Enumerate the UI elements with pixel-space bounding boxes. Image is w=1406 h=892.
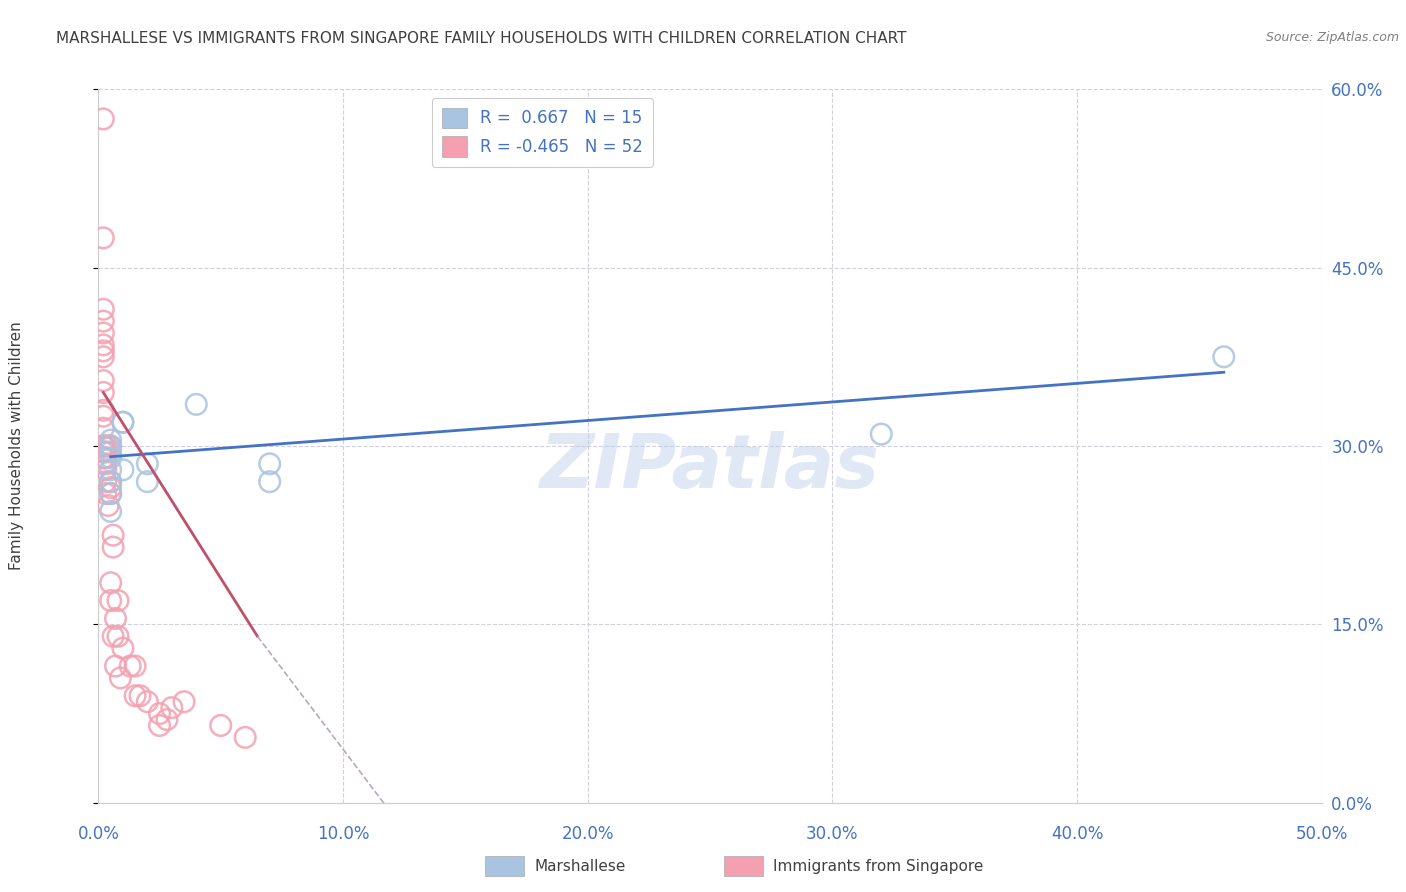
Point (91, 343, 114, 358)
Point (100, 475, 122, 489)
Point (100, 481, 122, 495)
Point (160, 700, 183, 714)
Point (100, 575, 122, 590)
Point (110, 671, 132, 685)
Point (101, 528, 124, 542)
Point (100, 504, 122, 518)
Point (136, 457, 159, 471)
Point (233, 731, 256, 745)
Point (136, 475, 159, 489)
Point (100, 450, 122, 465)
Point (101, 540, 124, 554)
Point (100, 463, 122, 477)
Point (136, 695, 159, 709)
Point (91, 302, 114, 317)
Point (97, 439, 120, 453)
Point (94, 463, 117, 477)
Point (100, 475, 122, 489)
Point (94, 450, 117, 465)
Point (100, 439, 122, 453)
Text: 20.0%: 20.0% (561, 825, 614, 843)
Point (156, 713, 179, 727)
Point (91, 439, 114, 453)
Point (91, 385, 114, 400)
Point (91, 403, 114, 417)
Point (91, 374, 114, 388)
Point (94, 457, 117, 471)
Point (124, 659, 146, 673)
Text: 30.0%: 30.0% (806, 825, 859, 843)
Text: 50.0%: 50.0% (1295, 825, 1348, 843)
Text: 0.0%: 0.0% (77, 825, 120, 843)
Text: 10.0%: 10.0% (316, 825, 370, 843)
Point (101, 629, 124, 643)
Point (124, 689, 146, 703)
Point (1212, 350, 1234, 364)
Legend: R =  0.667   N = 15, R = -0.465   N = 52: R = 0.667 N = 15, R = -0.465 N = 52 (432, 97, 652, 167)
Point (259, 475, 281, 489)
Point (91, 409, 114, 424)
Point (107, 629, 129, 643)
Point (870, 427, 893, 442)
Point (91, 439, 114, 453)
Point (209, 718, 232, 732)
Text: Marshallese: Marshallese (534, 859, 626, 873)
Point (149, 718, 172, 732)
Point (111, 415, 134, 429)
Point (91, 445, 114, 459)
Point (100, 486, 122, 500)
Point (100, 439, 122, 453)
Point (100, 486, 122, 500)
Point (97, 499, 120, 513)
Point (91, 450, 114, 465)
Point (94, 486, 117, 500)
Point (100, 445, 122, 459)
Point (91, 314, 114, 328)
Point (149, 706, 172, 721)
Text: 40.0%: 40.0% (1050, 825, 1104, 843)
Point (259, 457, 281, 471)
Point (91, 231, 114, 245)
Point (120, 659, 142, 673)
Point (94, 475, 117, 489)
Text: MARSHALLESE VS IMMIGRANTS FROM SINGAPORE FAMILY HOUSEHOLDS WITH CHILDREN CORRELA: MARSHALLESE VS IMMIGRANTS FROM SINGAPORE… (56, 31, 907, 46)
Point (111, 641, 134, 656)
Point (111, 415, 134, 429)
Text: Source: ZipAtlas.com: Source: ZipAtlas.com (1265, 31, 1399, 45)
Point (91, 421, 114, 435)
Point (186, 397, 208, 411)
Text: ZIPatlas: ZIPatlas (540, 431, 880, 504)
Point (107, 593, 129, 607)
Point (111, 463, 134, 477)
Point (100, 433, 122, 447)
Point (129, 689, 152, 703)
Point (104, 659, 127, 673)
Point (104, 611, 127, 625)
Point (91, 338, 114, 352)
Text: Immigrants from Singapore: Immigrants from Singapore (773, 859, 984, 873)
Text: Family Households with Children: Family Households with Children (10, 322, 24, 570)
Point (91, 112, 114, 126)
Point (91, 326, 114, 340)
Point (94, 439, 117, 453)
Point (100, 593, 122, 607)
Point (94, 445, 117, 459)
Point (173, 695, 195, 709)
Point (91, 350, 114, 364)
